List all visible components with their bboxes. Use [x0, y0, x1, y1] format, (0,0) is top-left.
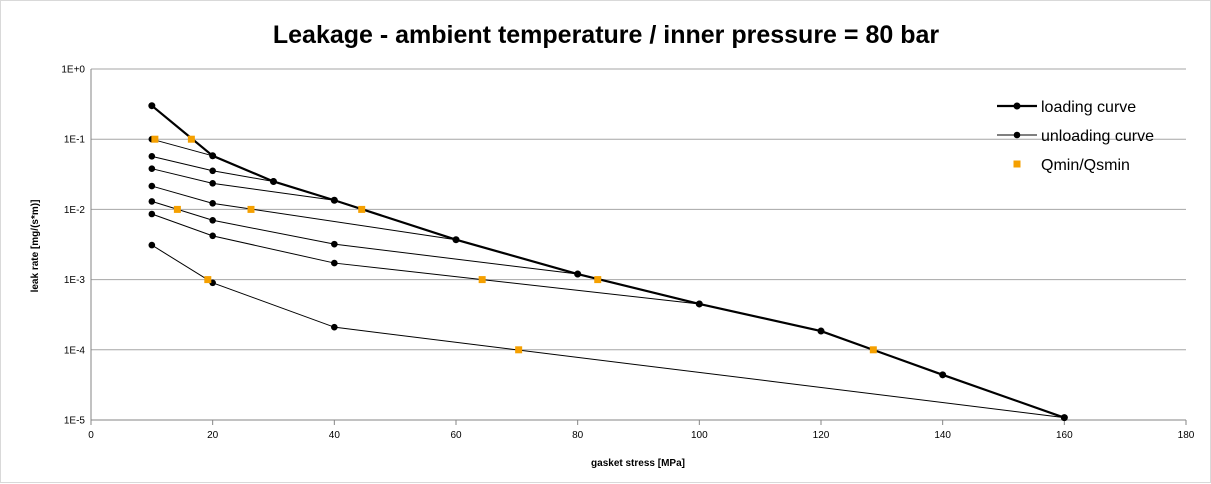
- loading-curve-point: [695, 300, 703, 308]
- qmin-point: [173, 205, 181, 213]
- legend-loading-marker: [1013, 102, 1021, 110]
- y-tick-label: 1E-3: [64, 275, 86, 286]
- unloading-curve-point: [331, 259, 338, 267]
- qmin-point: [358, 205, 366, 213]
- x-tick-label: 80: [572, 430, 584, 441]
- x-tick-label: 140: [934, 430, 951, 441]
- loading-curve-point: [817, 327, 825, 335]
- unloading-curve-line: [151, 200, 578, 275]
- unloading-curve-point: [209, 216, 216, 224]
- loading-curve-point: [1060, 414, 1068, 422]
- x-tick-label: 180: [1178, 430, 1195, 441]
- legend-label: Qmin/Qsmin: [1041, 157, 1130, 174]
- unloading-curve-point: [148, 153, 156, 160]
- unloading-curve-point: [209, 180, 216, 187]
- grid: [91, 68, 1186, 421]
- unloading-curve-line: [151, 138, 213, 157]
- y-tick-label: 1E+0: [61, 65, 85, 76]
- y-tick-label: 1E-5: [64, 416, 86, 427]
- qmin-point: [151, 135, 159, 143]
- series: [148, 102, 1068, 422]
- unloading-curve-line: [151, 168, 335, 201]
- x-tick-label: 100: [691, 430, 708, 441]
- axes: 1E+0 1E-1 1E-2 1E-3 1E-4 1E-50 20 40 60 80 100 120 1…: [61, 65, 1194, 442]
- chart-title: Leakage - ambient temperature / inner pr…: [273, 21, 940, 49]
- qmin-point: [515, 346, 523, 354]
- loading-curve-line: [151, 104, 1065, 419]
- legend: loading curve unloading curve Qmin/Qsmin: [997, 99, 1154, 174]
- x-tick-label: 120: [813, 430, 830, 441]
- loading-curve-point: [330, 196, 338, 204]
- legend-qmin-marker: [1013, 160, 1021, 168]
- qmin-point: [247, 205, 255, 213]
- loading-curve-point: [939, 371, 947, 379]
- y-tick-label: 1E-4: [64, 345, 86, 356]
- y-axis-label: leak rate [mg/(s*m)]: [30, 200, 41, 293]
- unloading-curve-point: [148, 182, 156, 190]
- qmin-point: [869, 346, 877, 354]
- unloading-curve-point: [331, 323, 338, 331]
- unloading-curve-line: [151, 213, 700, 305]
- y-tick-label: 1E-1: [64, 135, 86, 146]
- x-tick-label: 160: [1056, 430, 1073, 441]
- legend-label: loading curve: [1041, 99, 1136, 116]
- qmin-point: [187, 135, 195, 143]
- unloading-curve-point: [148, 198, 156, 205]
- loading-curve-point: [574, 270, 582, 278]
- loading-curve-point: [452, 236, 460, 244]
- unloading-curve-line: [151, 185, 457, 241]
- x-tick-label: 0: [88, 430, 94, 441]
- unloading-curve-point: [209, 232, 216, 240]
- unloading-curve-point: [209, 167, 216, 175]
- legend-label: unloading curve: [1041, 128, 1154, 145]
- loading-curve-point: [270, 177, 277, 185]
- unloading-curve-line: [151, 244, 1065, 419]
- x-tick-label: 20: [207, 430, 219, 441]
- unloading-curve-point: [331, 240, 338, 248]
- unloading-curve-point: [209, 200, 216, 207]
- x-tick-label: 40: [329, 430, 341, 441]
- loading-curve-point: [148, 102, 156, 110]
- unloading-curve-point: [148, 210, 156, 218]
- qmin-point: [478, 276, 486, 284]
- x-axis-label: gasket stress [MPa]: [591, 458, 685, 469]
- unloading-curve-point: [148, 241, 156, 249]
- qmin-point: [204, 276, 212, 284]
- y-tick-label: 1E-2: [64, 205, 86, 216]
- qmin-point: [594, 276, 602, 284]
- legend-unloading-marker: [1013, 131, 1021, 139]
- unloading-curve-point: [148, 165, 156, 172]
- x-tick-label: 60: [450, 430, 462, 441]
- loading-curve-point: [209, 152, 217, 160]
